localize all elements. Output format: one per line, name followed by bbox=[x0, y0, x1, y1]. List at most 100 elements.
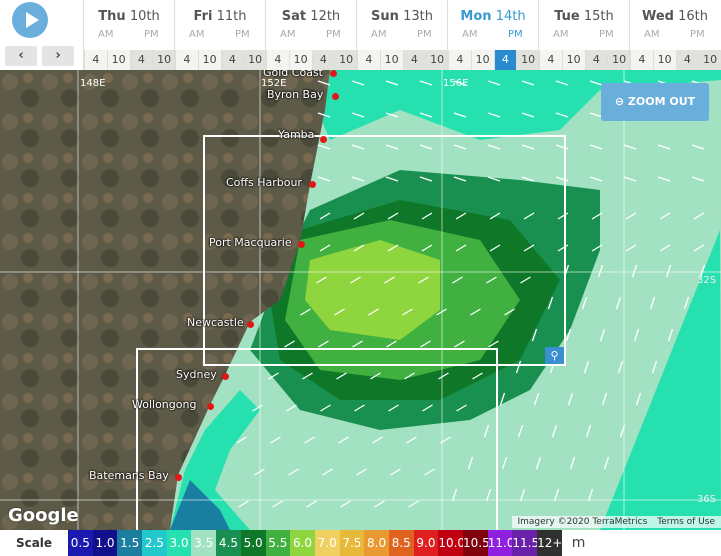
city-marker[interactable] bbox=[222, 373, 229, 380]
next-button[interactable]: › bbox=[42, 46, 74, 66]
arrow bbox=[535, 456, 542, 470]
hour-cell[interactable]: 10 bbox=[607, 50, 630, 70]
hour-cell[interactable]: 4 bbox=[539, 50, 562, 70]
day-column-thu[interactable]: Thu 10th AM PM 4 10 4 10 bbox=[83, 0, 175, 70]
hour-cell[interactable]: 4 bbox=[175, 50, 198, 70]
city-marker[interactable] bbox=[330, 70, 337, 77]
hour-cell[interactable]: 10 bbox=[334, 50, 357, 70]
city-marker[interactable] bbox=[332, 93, 339, 100]
hour-cell[interactable]: 10 bbox=[698, 50, 721, 70]
hour-cell[interactable]: 4 bbox=[220, 50, 244, 70]
hour-cell[interactable]: 10 bbox=[470, 50, 494, 70]
zoom-out-button[interactable]: ⊖ ZOOM OUT bbox=[601, 83, 709, 121]
arrow bbox=[569, 456, 576, 470]
day-column-wed[interactable]: Wed 16th AM PM 4 10 4 10 bbox=[629, 0, 721, 70]
arrow bbox=[489, 212, 501, 220]
arrow bbox=[354, 404, 365, 412]
day-label: Tue 15th bbox=[554, 9, 614, 24]
arrow bbox=[387, 212, 399, 220]
arrow bbox=[302, 372, 313, 380]
day-column-tue[interactable]: Tue 15th AM PM 4 10 4 10 bbox=[538, 0, 630, 70]
arrow bbox=[268, 372, 279, 380]
hour-cell[interactable]: 10 bbox=[288, 50, 312, 70]
city-label: Yamba bbox=[278, 128, 315, 141]
arrow bbox=[651, 360, 658, 374]
hour-cell[interactable]: 10 bbox=[516, 50, 539, 70]
magnify-icon[interactable]: ⚲ bbox=[545, 347, 564, 364]
scale-cell: 1.0 bbox=[92, 530, 118, 556]
hour-cell[interactable]: 4 bbox=[402, 50, 426, 70]
day-column-fri[interactable]: Fri 11th AM PM 4 10 4 10 bbox=[174, 0, 266, 70]
arrow bbox=[352, 340, 363, 348]
swell-direction-arrows bbox=[236, 80, 706, 508]
arrow bbox=[284, 340, 295, 348]
arrow bbox=[589, 80, 603, 86]
hour-cell[interactable]: 4 bbox=[266, 50, 289, 70]
arrow bbox=[585, 424, 592, 438]
grid-label: 152E bbox=[261, 78, 287, 89]
day-column-sun[interactable]: Sun 13th AM PM 4 10 4 10 bbox=[356, 0, 448, 70]
city-marker[interactable] bbox=[309, 181, 316, 188]
hour-cell[interactable]: 4 bbox=[493, 50, 517, 70]
hour-cell[interactable]: 4 bbox=[448, 50, 471, 70]
hour-cell[interactable]: 4 bbox=[357, 50, 380, 70]
hour-cell[interactable]: 10 bbox=[197, 50, 221, 70]
arrow bbox=[455, 244, 467, 252]
city-marker[interactable] bbox=[320, 136, 327, 143]
hour-cell[interactable]: 10 bbox=[152, 50, 175, 70]
arrow bbox=[693, 244, 705, 252]
hour-cell[interactable]: 4 bbox=[311, 50, 335, 70]
zoom-out-icon: ⊖ bbox=[614, 95, 628, 108]
hour-cell[interactable]: 10 bbox=[561, 50, 585, 70]
hour-cell[interactable]: 10 bbox=[243, 50, 266, 70]
scale-cell: 3.0 bbox=[166, 530, 192, 556]
hour-cell[interactable]: 10 bbox=[106, 50, 130, 70]
prev-button[interactable]: ‹ bbox=[5, 46, 37, 66]
wave-map[interactable]: 148E 152E 156E 32S 36S Gold Coast Byron B… bbox=[0, 70, 721, 530]
hour-cell[interactable]: 4 bbox=[584, 50, 608, 70]
city-label: Coffs Harbour bbox=[226, 176, 302, 189]
hour-cell[interactable]: 10 bbox=[379, 50, 403, 70]
day-column-mon[interactable]: Mon 14th AM PM 4 10 4 10 bbox=[447, 0, 539, 70]
city-marker[interactable] bbox=[298, 241, 305, 248]
arrow bbox=[272, 500, 283, 508]
day-column-sat[interactable]: Sat 12th AM PM 4 10 4 10 bbox=[265, 0, 357, 70]
arrow bbox=[317, 144, 331, 150]
city-marker[interactable] bbox=[247, 321, 254, 328]
hour-cell[interactable]: 4 bbox=[84, 50, 107, 70]
arrow bbox=[657, 144, 671, 150]
arrow bbox=[517, 424, 524, 438]
city-label: Gold Coast bbox=[263, 70, 323, 79]
grid-label: 36S bbox=[697, 494, 717, 505]
hour-cell[interactable]: 4 bbox=[129, 50, 153, 70]
day-label: Fri 11th bbox=[193, 9, 247, 24]
hour-cell[interactable]: 10 bbox=[425, 50, 448, 70]
hour-cell[interactable]: 10 bbox=[652, 50, 676, 70]
region-box-south[interactable] bbox=[136, 348, 498, 530]
hour-cell[interactable]: 4 bbox=[675, 50, 699, 70]
city-marker[interactable] bbox=[207, 403, 214, 410]
pm-label: PM bbox=[326, 29, 341, 40]
grid-label: 156E bbox=[443, 78, 469, 89]
region-box-north[interactable] bbox=[203, 135, 566, 366]
scale-cell: 1.5 bbox=[117, 530, 143, 556]
arrow bbox=[486, 276, 497, 284]
arrow bbox=[353, 244, 365, 252]
city-marker[interactable] bbox=[175, 474, 182, 481]
day-label: Thu 10th bbox=[98, 9, 160, 24]
arrow bbox=[453, 80, 467, 86]
terms-link[interactable]: Terms of Use bbox=[657, 517, 715, 527]
arrow bbox=[340, 500, 351, 508]
arrow bbox=[583, 360, 590, 374]
arrow bbox=[521, 144, 535, 150]
arrow bbox=[635, 392, 642, 406]
am-label: AM bbox=[280, 29, 296, 40]
arrow bbox=[520, 276, 531, 284]
hour-cell[interactable]: 4 bbox=[630, 50, 653, 70]
scale-unit: m bbox=[571, 535, 586, 551]
arrow bbox=[286, 404, 297, 412]
scale-cell: 11.5 bbox=[512, 530, 539, 556]
arrow bbox=[515, 360, 522, 374]
play-button[interactable] bbox=[12, 2, 48, 38]
map-canvas[interactable] bbox=[0, 70, 721, 530]
